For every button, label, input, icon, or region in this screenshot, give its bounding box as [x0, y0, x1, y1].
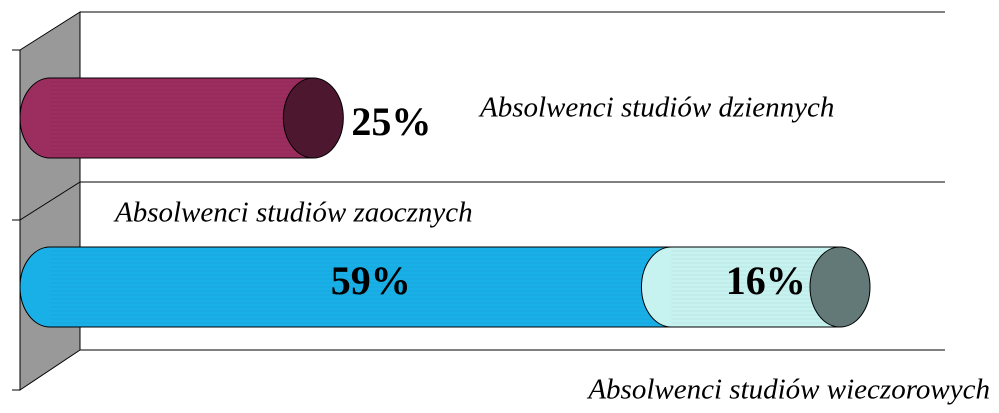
value-label: 59%	[331, 258, 411, 303]
frame-line	[19, 181, 81, 221]
series-name: Absolwenci studiów wieczorowych	[586, 374, 990, 406]
bar-cap	[809, 246, 871, 328]
bar-cap	[282, 77, 344, 159]
series-name: Absolwenci studiów zaocznych	[113, 197, 473, 229]
value-label: 25%	[351, 99, 431, 144]
value-label: 16%	[726, 258, 806, 303]
series-name: Absolwenci studiów dziennych	[478, 92, 834, 124]
